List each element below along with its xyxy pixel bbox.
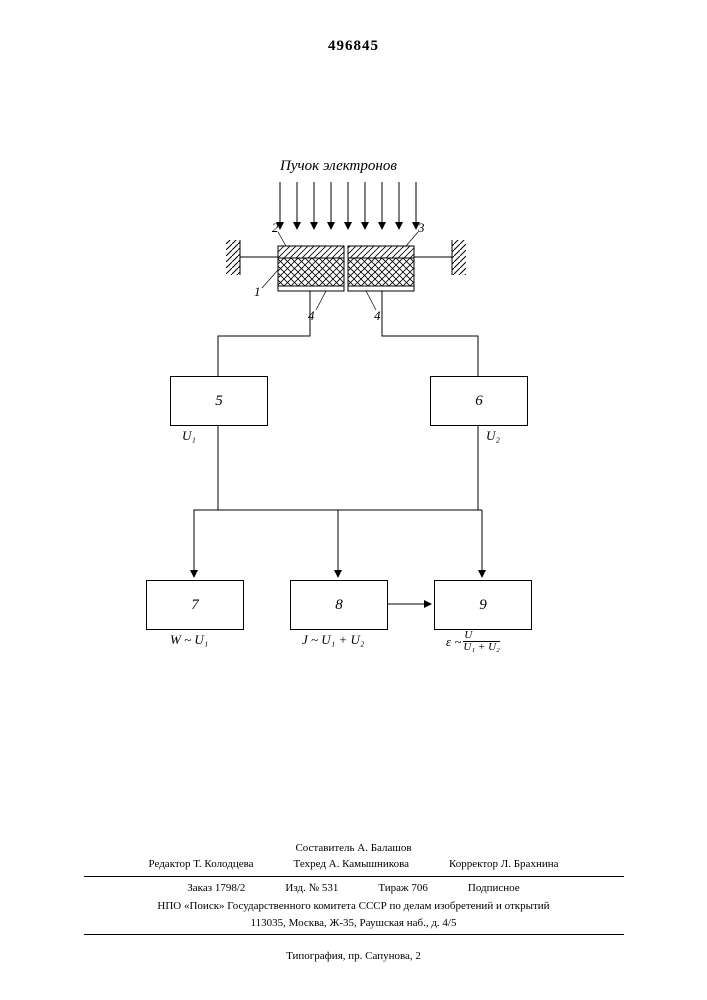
- footer-printer: Типография, пр. Сапунова, 2: [0, 950, 707, 962]
- footer-izd: Изд. № 531: [285, 880, 338, 897]
- label-1: 1: [254, 284, 261, 300]
- footer-subscript: Подписное: [468, 880, 520, 897]
- out9-frac: U U₁ + U₂: [463, 630, 499, 653]
- block-7: 7: [146, 580, 244, 630]
- label-3: 3: [418, 220, 425, 236]
- block-8: 8: [290, 580, 388, 630]
- label-out8: J ~ U₁ + U₂: [302, 632, 364, 648]
- footer-rule-1: [84, 876, 624, 877]
- right-wall: [414, 240, 466, 275]
- footer-org: НПО «Поиск» Государственного комитета СС…: [84, 898, 624, 915]
- footer-compiler: Составитель А. Балашов: [84, 840, 624, 857]
- label-4a: 4: [308, 308, 315, 324]
- out9-den: U₁ + U₂: [463, 642, 499, 653]
- label-2: 2: [272, 220, 279, 236]
- label-out7: W ~ U₁: [170, 632, 208, 648]
- block-6: 6: [430, 376, 528, 426]
- footer-corrector: Корректор Л. Брахнина: [449, 856, 558, 873]
- label-u2: U₂: [486, 428, 500, 444]
- footer-editor: Редактор Т. Колодцева: [149, 856, 254, 873]
- electron-beam-arrows: [280, 182, 416, 226]
- patent-number: 496845: [0, 38, 707, 55]
- label-4b: 4: [374, 308, 381, 324]
- block-5: 5: [170, 376, 268, 426]
- block-9: 9: [434, 580, 532, 630]
- footer: Составитель А. Балашов Редактор Т. Колод…: [0, 840, 707, 939]
- label-out9: ε ~ U U₁ + U₂: [446, 630, 500, 653]
- beam-label: Пучок электронов: [280, 158, 397, 175]
- left-wall: [226, 240, 278, 275]
- footer-techred: Техред А. Камышникова: [294, 856, 409, 873]
- block-diagram: Пучок электронов 1 2 3 4 4 5 6 7 8 9 U₁ …: [130, 160, 570, 680]
- footer-tirazh: Тираж 706: [378, 880, 428, 897]
- footer-rule-2: [84, 934, 624, 935]
- detector-assembly: [278, 246, 414, 291]
- footer-address: 113035, Москва, Ж-35, Раушская наб., д. …: [84, 915, 624, 932]
- footer-order: Заказ 1798/2: [187, 880, 245, 897]
- out9-lhs: ε ~: [446, 634, 461, 650]
- label-u1: U₁: [182, 428, 196, 444]
